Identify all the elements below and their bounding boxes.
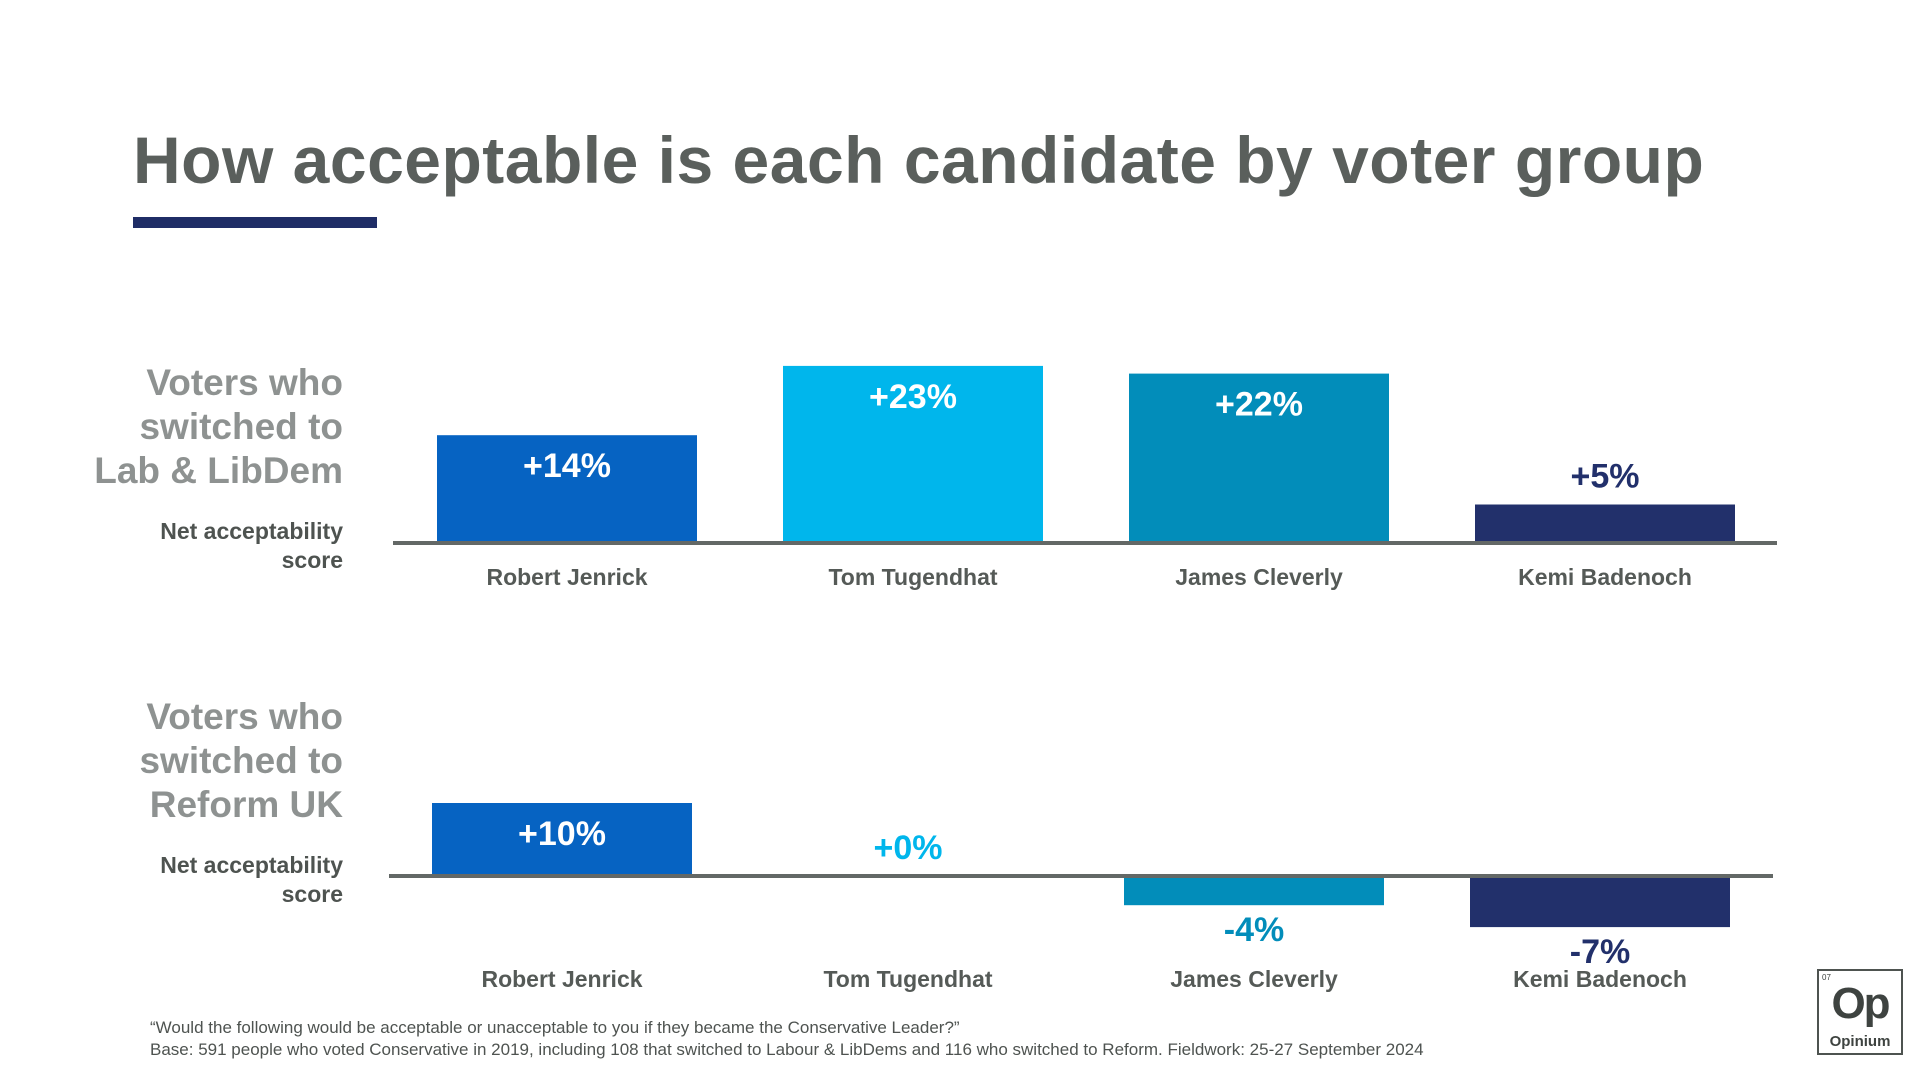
group-label-line: Lab & LibDem xyxy=(94,450,343,491)
score-label-lab-libdem: Net acceptability score xyxy=(0,517,343,575)
category-label: Tom Tugendhat xyxy=(823,966,992,992)
data-label: -4% xyxy=(1224,911,1284,949)
group-label-reform: Voters who switched to Reform UK xyxy=(0,695,343,827)
footnote: “Would the following would be acceptable… xyxy=(150,1017,1424,1061)
page-title: How acceptable is each candidate by vote… xyxy=(133,123,1705,197)
category-label: James Cleverly xyxy=(1175,564,1343,590)
data-label: +0% xyxy=(874,829,943,867)
bar xyxy=(1475,504,1735,543)
logo-number: 07 xyxy=(1822,973,1831,982)
category-label: Robert Jenrick xyxy=(481,966,642,992)
score-label-line: score xyxy=(281,881,343,907)
data-label: +10% xyxy=(518,815,606,853)
bar xyxy=(432,803,692,876)
bar xyxy=(1129,373,1389,543)
score-label-line: Net acceptability xyxy=(160,518,343,544)
category-label: Kemi Badenoch xyxy=(1513,966,1687,992)
opinium-logo: 07 Op Opinium xyxy=(1817,969,1903,1055)
data-label: +5% xyxy=(1571,458,1640,496)
group-label-line: Reform UK xyxy=(149,784,343,825)
category-label: Tom Tugendhat xyxy=(828,564,997,590)
data-label: +22% xyxy=(1215,386,1303,424)
score-label-reform: Net acceptability score xyxy=(0,851,343,909)
category-label: James Cleverly xyxy=(1170,966,1338,992)
group-label-line: switched to xyxy=(139,740,343,781)
title-underline xyxy=(133,217,377,228)
category-label: Kemi Badenoch xyxy=(1518,564,1692,590)
group-label-lab-libdem: Voters who switched to Lab & LibDem xyxy=(0,361,343,493)
group-label-line: switched to xyxy=(139,406,343,447)
footnote-question: “Would the following would be acceptable… xyxy=(150,1018,960,1037)
bar xyxy=(1470,876,1730,928)
bar xyxy=(783,365,1043,543)
logo-mark: Op xyxy=(1831,979,1890,1028)
data-label: +14% xyxy=(523,447,611,485)
data-label: -7% xyxy=(1570,933,1630,971)
score-label-line: score xyxy=(281,547,343,573)
category-label: Robert Jenrick xyxy=(486,564,647,590)
data-label: +23% xyxy=(869,378,957,416)
group-label-line: Voters who xyxy=(146,362,343,403)
score-label-line: Net acceptability xyxy=(160,852,343,878)
bar xyxy=(437,435,697,543)
bar xyxy=(1124,876,1384,906)
footnote-base: Base: 591 people who voted Conservative … xyxy=(150,1040,1424,1059)
logo-name: Opinium xyxy=(1829,1033,1891,1050)
group-label-line: Voters who xyxy=(146,696,343,737)
